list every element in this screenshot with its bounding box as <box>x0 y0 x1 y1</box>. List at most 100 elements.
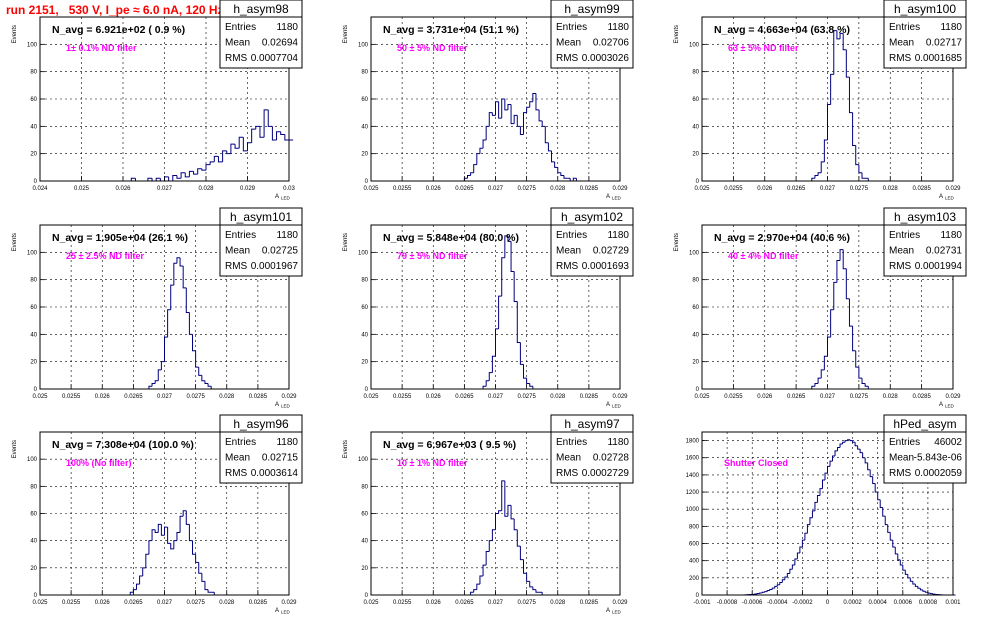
x-tick-label: 0.027 <box>488 394 504 400</box>
x-tick-label: 0.026 <box>757 186 773 192</box>
stats-value: 1180 <box>607 437 629 448</box>
histogram-bin <box>845 49 850 78</box>
stats-key: Mean <box>889 246 914 257</box>
stats-value: 1180 <box>276 230 298 241</box>
histogram-bin <box>507 504 512 517</box>
histogram-bin <box>193 171 198 175</box>
x-tick-label: 0.026 <box>426 186 442 192</box>
histogram-bin <box>907 574 911 579</box>
histogram-bin <box>201 573 205 582</box>
y-tick-label: 80 <box>30 278 37 284</box>
filter-label: 79 ± 5% ND filter <box>397 251 468 261</box>
y-tick-label: 40 <box>692 124 699 130</box>
histogram-bin <box>867 462 871 471</box>
stats-key: Entries <box>889 230 920 241</box>
histogram-bin <box>806 524 810 534</box>
histogram-bin <box>869 469 873 478</box>
histogram-bin <box>479 147 484 154</box>
histogram-bin <box>833 30 837 75</box>
x-tick-label: 0.029 <box>240 186 256 192</box>
histogram-bin <box>519 546 524 561</box>
histogram-bin <box>482 139 487 149</box>
histogram-bin <box>507 235 512 242</box>
histogram-bin <box>188 170 194 177</box>
stats-key: Mean <box>889 38 914 49</box>
stats-key: Mean <box>556 246 581 257</box>
histogram-bin <box>147 177 153 181</box>
histogram-bin <box>255 125 260 130</box>
histogram-bin <box>188 312 193 335</box>
histogram-bin <box>176 257 181 264</box>
histogram-bin <box>207 589 212 593</box>
histogram-bin <box>501 98 505 119</box>
x-tick-label: -0.0004 <box>767 600 788 606</box>
histogram-bin <box>479 575 484 585</box>
x-tick-label: 0.0255 <box>393 600 412 606</box>
histogram-bin <box>526 573 530 582</box>
histogram-bin <box>476 153 480 165</box>
histogram-bin <box>541 120 546 127</box>
histogram-bin <box>132 589 137 593</box>
stats-key: RMS <box>225 261 248 272</box>
histogram-bin <box>513 518 518 531</box>
histogram-name: h_asym103 <box>894 210 956 224</box>
x-tick-label: 0.0285 <box>580 186 599 192</box>
histogram-bin <box>226 150 231 155</box>
histogram-bin <box>837 446 841 451</box>
navg-label: N_avg = 4.663e+04 (63.8 %) <box>714 24 850 36</box>
histogram-bin <box>198 562 202 574</box>
histogram-bin <box>148 540 153 555</box>
stats-value: 0.0007704 <box>251 53 299 64</box>
histogram-bin <box>154 380 159 384</box>
histogram-bin <box>139 575 143 585</box>
stats-value: 0.02729 <box>593 246 630 257</box>
y-tick-label: 100 <box>689 250 700 256</box>
histogram-bin <box>909 577 913 582</box>
histogram-bin <box>485 125 490 140</box>
histogram-bin <box>523 112 527 135</box>
histogram-name: h_asym101 <box>230 210 292 224</box>
y-tick-label: 0 <box>34 179 38 185</box>
histogram-bin <box>179 257 184 267</box>
stats-key: Entries <box>889 437 920 448</box>
histogram-panel-h_asym102: 0.025 0.0255 0.026 0.0265 0.027 0.0275 0.028 0.… <box>343 207 634 409</box>
x-axis-label: A LED <box>606 402 622 409</box>
histogram-bin <box>180 172 186 179</box>
histogram-bin <box>473 164 477 173</box>
histogram-bin <box>501 480 505 511</box>
y-tick-label: 60 <box>692 305 699 311</box>
histogram-bin <box>557 167 561 174</box>
stats-value: 1180 <box>940 230 962 241</box>
histogram-bin <box>852 440 856 443</box>
histogram-bin <box>814 175 819 179</box>
histogram-name: h_asym98 <box>233 2 289 16</box>
stats-box: h_asym101 Entries 1180 Mean 0.02725 RMS 0.0001… <box>219 207 303 277</box>
stats-box-frame <box>883 207 967 277</box>
y-tick-label: 1000 <box>686 507 700 513</box>
stats-box: h_asym103 Entries 1180 Mean 0.02731 RMS 0.0001… <box>883 207 967 277</box>
histogram-bin <box>205 164 211 171</box>
x-tick-label: 0.001 <box>945 600 961 606</box>
x-tick-label: 0.0265 <box>787 186 806 192</box>
histogram-bin <box>904 570 908 575</box>
histogram-bin <box>766 590 770 592</box>
histogram-bin <box>839 249 844 261</box>
y-tick-label: 100 <box>358 457 369 463</box>
histogram-bin <box>495 328 499 357</box>
stats-value: 0.0001967 <box>251 261 299 272</box>
y-tick-label: 20 <box>692 360 699 366</box>
x-tick-label: 0.025 <box>363 394 379 400</box>
histogram-bin <box>510 505 515 520</box>
histogram-bin <box>488 540 493 552</box>
histogram-panel-h_asym101: 0.025 0.0255 0.026 0.0265 0.027 0.0275 0.028 0.… <box>12 207 303 409</box>
histogram-bin <box>230 143 236 154</box>
x-tick-label: 0.026 <box>426 394 442 400</box>
histogram-bin <box>889 532 893 541</box>
histogram-bin <box>197 168 202 175</box>
histogram-bin <box>195 350 199 368</box>
stats-value: 0.0001994 <box>915 261 963 272</box>
x-tick-label: 0.0255 <box>393 394 412 400</box>
histogram-bin <box>204 380 209 385</box>
